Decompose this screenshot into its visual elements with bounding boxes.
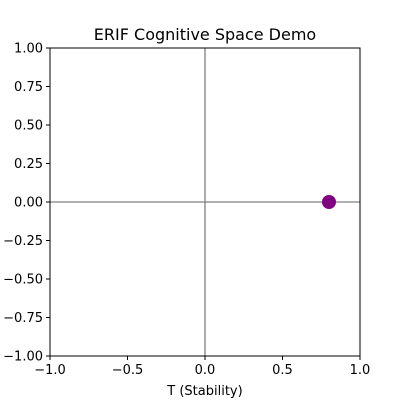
- y-tick-label: 0.75: [14, 80, 43, 95]
- y-tick-label: 0.25: [14, 157, 43, 172]
- y-tick-label: −0.75: [3, 311, 43, 326]
- plot-area: −1.0 −0.5 0.0 0.5 1.0 −1.00 −0.75 −0.50 −0.25 0.0…: [3, 42, 370, 379]
- chart-title: ERIF Cognitive Space Demo: [94, 25, 316, 44]
- x-tick-label: −1.0: [34, 363, 66, 378]
- y-tick-label: 0.50: [14, 119, 43, 134]
- x-axis-label: T (Stability): [166, 384, 242, 399]
- y-tick-label: 1.00: [14, 42, 43, 57]
- x-tick-label: 0.0: [195, 363, 216, 378]
- y-tick-label: 0.00: [14, 196, 43, 211]
- x-tick-label: 1.0: [350, 363, 371, 378]
- y-tick-label: −1.00: [3, 350, 43, 365]
- x-tick-label: −0.5: [112, 363, 144, 378]
- data-point-0: [322, 195, 336, 209]
- x-tick-label: 0.5: [272, 363, 293, 378]
- y-tick-label: −0.50: [3, 273, 43, 288]
- y-tick-label: −0.25: [3, 234, 43, 249]
